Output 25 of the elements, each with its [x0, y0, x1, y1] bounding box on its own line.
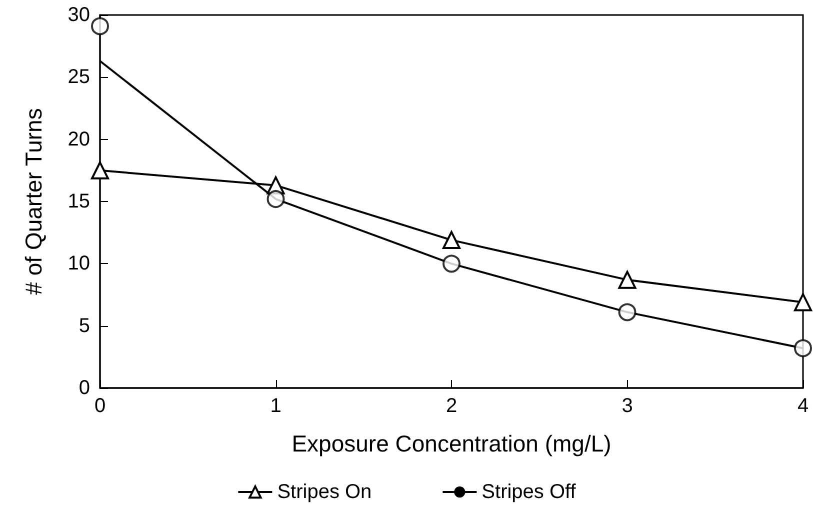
point: [91, 161, 109, 180]
y-tick-label: 5: [78, 314, 90, 337]
point: [794, 293, 812, 312]
y-tick-label: 0: [78, 377, 90, 399]
point: [618, 303, 636, 322]
x-tick-label: 2: [446, 395, 458, 417]
y-tick-label: 15: [68, 190, 90, 212]
x-axis-title: Exposure Concentration (mg/L): [292, 430, 612, 456]
legend-label: Stripes On: [277, 481, 372, 503]
legend-label: Stripes Off: [482, 481, 576, 503]
x-tick-label: 1: [270, 395, 282, 417]
x-tick-label: 3: [622, 395, 633, 417]
y-tick-label: 25: [68, 66, 90, 88]
x-tick-label: 4: [797, 395, 809, 417]
y-tick-label: 30: [68, 4, 90, 26]
x-tick-label: 0: [94, 395, 106, 417]
point: [91, 17, 109, 36]
point: [618, 270, 636, 289]
point: [442, 254, 460, 273]
y-axis-title: # of Quarter Turns: [20, 108, 46, 295]
point: [442, 231, 460, 250]
y-tick-label: 20: [68, 128, 90, 150]
y-tick-label: 10: [68, 252, 90, 275]
point: [266, 190, 285, 208]
point: [794, 339, 812, 358]
